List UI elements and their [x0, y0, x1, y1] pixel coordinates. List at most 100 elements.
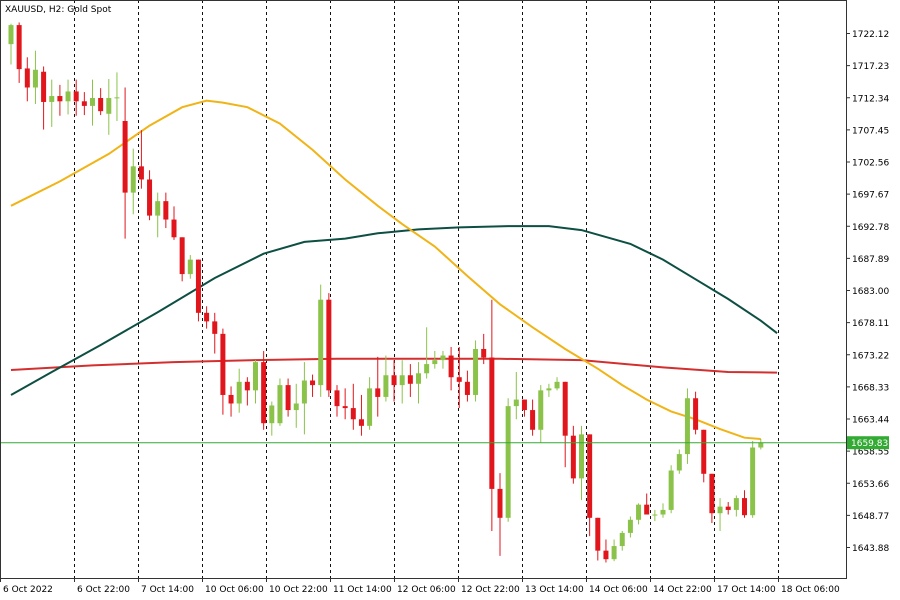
candle: [660, 503, 666, 518]
candle-body: [709, 473, 715, 514]
candle: [90, 79, 95, 126]
candle: [513, 371, 519, 420]
x-tick-label: 17 Oct 14:00: [717, 585, 776, 595]
candle: [701, 429, 707, 483]
candle-body: [236, 381, 242, 404]
candle-body: [717, 506, 723, 514]
candle-body: [130, 166, 136, 193]
candle: [195, 259, 201, 322]
candle-body: [32, 69, 38, 88]
candle: [277, 378, 283, 426]
candle-body: [367, 388, 373, 426]
candle: [521, 399, 527, 417]
candle-body: [554, 381, 560, 389]
candle: [676, 449, 682, 474]
x-tick-label: 12 Oct 06:00: [397, 585, 456, 595]
candle-body: [358, 419, 364, 426]
candle-body: [513, 399, 519, 407]
candle: [179, 237, 185, 282]
candle-body: [261, 362, 267, 424]
x-tick-labels: 6 Oct 2022 6 Oct 22:00 7 Oct 14:00 10 Oct 0…: [0, 578, 840, 595]
candle: [261, 350, 267, 430]
candle-body: [497, 488, 503, 518]
candle: [497, 473, 503, 556]
candle: [644, 493, 650, 515]
x-tick-label: 14 Oct 06:00: [589, 585, 648, 595]
candle-body: [318, 299, 324, 386]
candle: [204, 306, 210, 329]
candle-body: [253, 362, 258, 391]
candle-body: [383, 375, 389, 397]
candle-body: [595, 517, 601, 551]
candle: [16, 22, 22, 83]
candle: [693, 391, 699, 435]
y-tick-label: 1692.78: [852, 223, 889, 233]
candle-body: [464, 381, 470, 395]
candle-body: [521, 399, 527, 411]
candle: [399, 360, 405, 404]
candle: [81, 92, 87, 116]
candle: [375, 356, 381, 417]
candle-body: [57, 96, 63, 102]
candle-body: [49, 96, 55, 102]
candle-body: [90, 98, 95, 106]
moving-averages: [10, 99, 778, 440]
candle-body: [750, 447, 756, 516]
candle-body: [204, 312, 210, 322]
candle-body: [627, 519, 633, 533]
candle-body: [220, 333, 226, 395]
candle-body: [163, 201, 169, 220]
y-tick-label: 1668.33: [852, 383, 889, 393]
candle: [334, 385, 340, 417]
candle-body: [473, 348, 479, 395]
candle: [538, 385, 544, 443]
candle-body: [212, 321, 218, 334]
candle: [416, 362, 421, 404]
candle-body: [416, 373, 421, 384]
candle: [684, 388, 690, 464]
candle-body: [456, 377, 462, 382]
candle: [725, 502, 731, 515]
candle: [391, 360, 397, 402]
candle: [114, 72, 120, 122]
x-tick-label: 13 Oct 14:00: [525, 585, 584, 595]
candle: [326, 293, 332, 397]
candle: [285, 378, 291, 417]
candle-body: [725, 506, 731, 510]
candle: [24, 57, 30, 102]
candle: [318, 284, 324, 397]
candle-body: [619, 532, 625, 547]
price-badge-bg: [847, 436, 889, 450]
candle: [147, 170, 153, 221]
y-tick-label: 1722.12: [852, 30, 889, 40]
candle: [554, 377, 560, 391]
x-tick-label: 7 Oct 14:00: [141, 585, 194, 595]
candle: [448, 346, 454, 391]
candle: [505, 398, 511, 522]
y-tick-labels: 1722.12 1717.23 1712.34 1707.45 1702.56 1697.…: [846, 30, 889, 554]
candle: [562, 381, 568, 468]
ma-fast-line: [10, 99, 761, 440]
y-tick-label: 1697.67: [852, 191, 889, 201]
x-tick-label: 6 Oct 22:00: [77, 585, 130, 595]
candle-body: [668, 470, 674, 510]
candle: [301, 362, 307, 435]
candle: [546, 383, 552, 397]
candle: [742, 490, 747, 518]
y-tick-label: 1678.11: [852, 319, 889, 329]
candle-body: [375, 388, 381, 397]
candle-body: [440, 355, 446, 361]
candle-body: [570, 435, 576, 479]
candle-body: [73, 91, 79, 102]
candle-body: [742, 498, 747, 516]
candle-body: [326, 299, 332, 391]
candle: [358, 394, 364, 436]
candle-body: [195, 259, 201, 313]
candle: [619, 530, 625, 551]
candle-body: [41, 71, 47, 102]
candle-body: [342, 406, 348, 409]
y-tick-label: 1653.66: [852, 480, 889, 490]
candle-body: [293, 403, 299, 411]
